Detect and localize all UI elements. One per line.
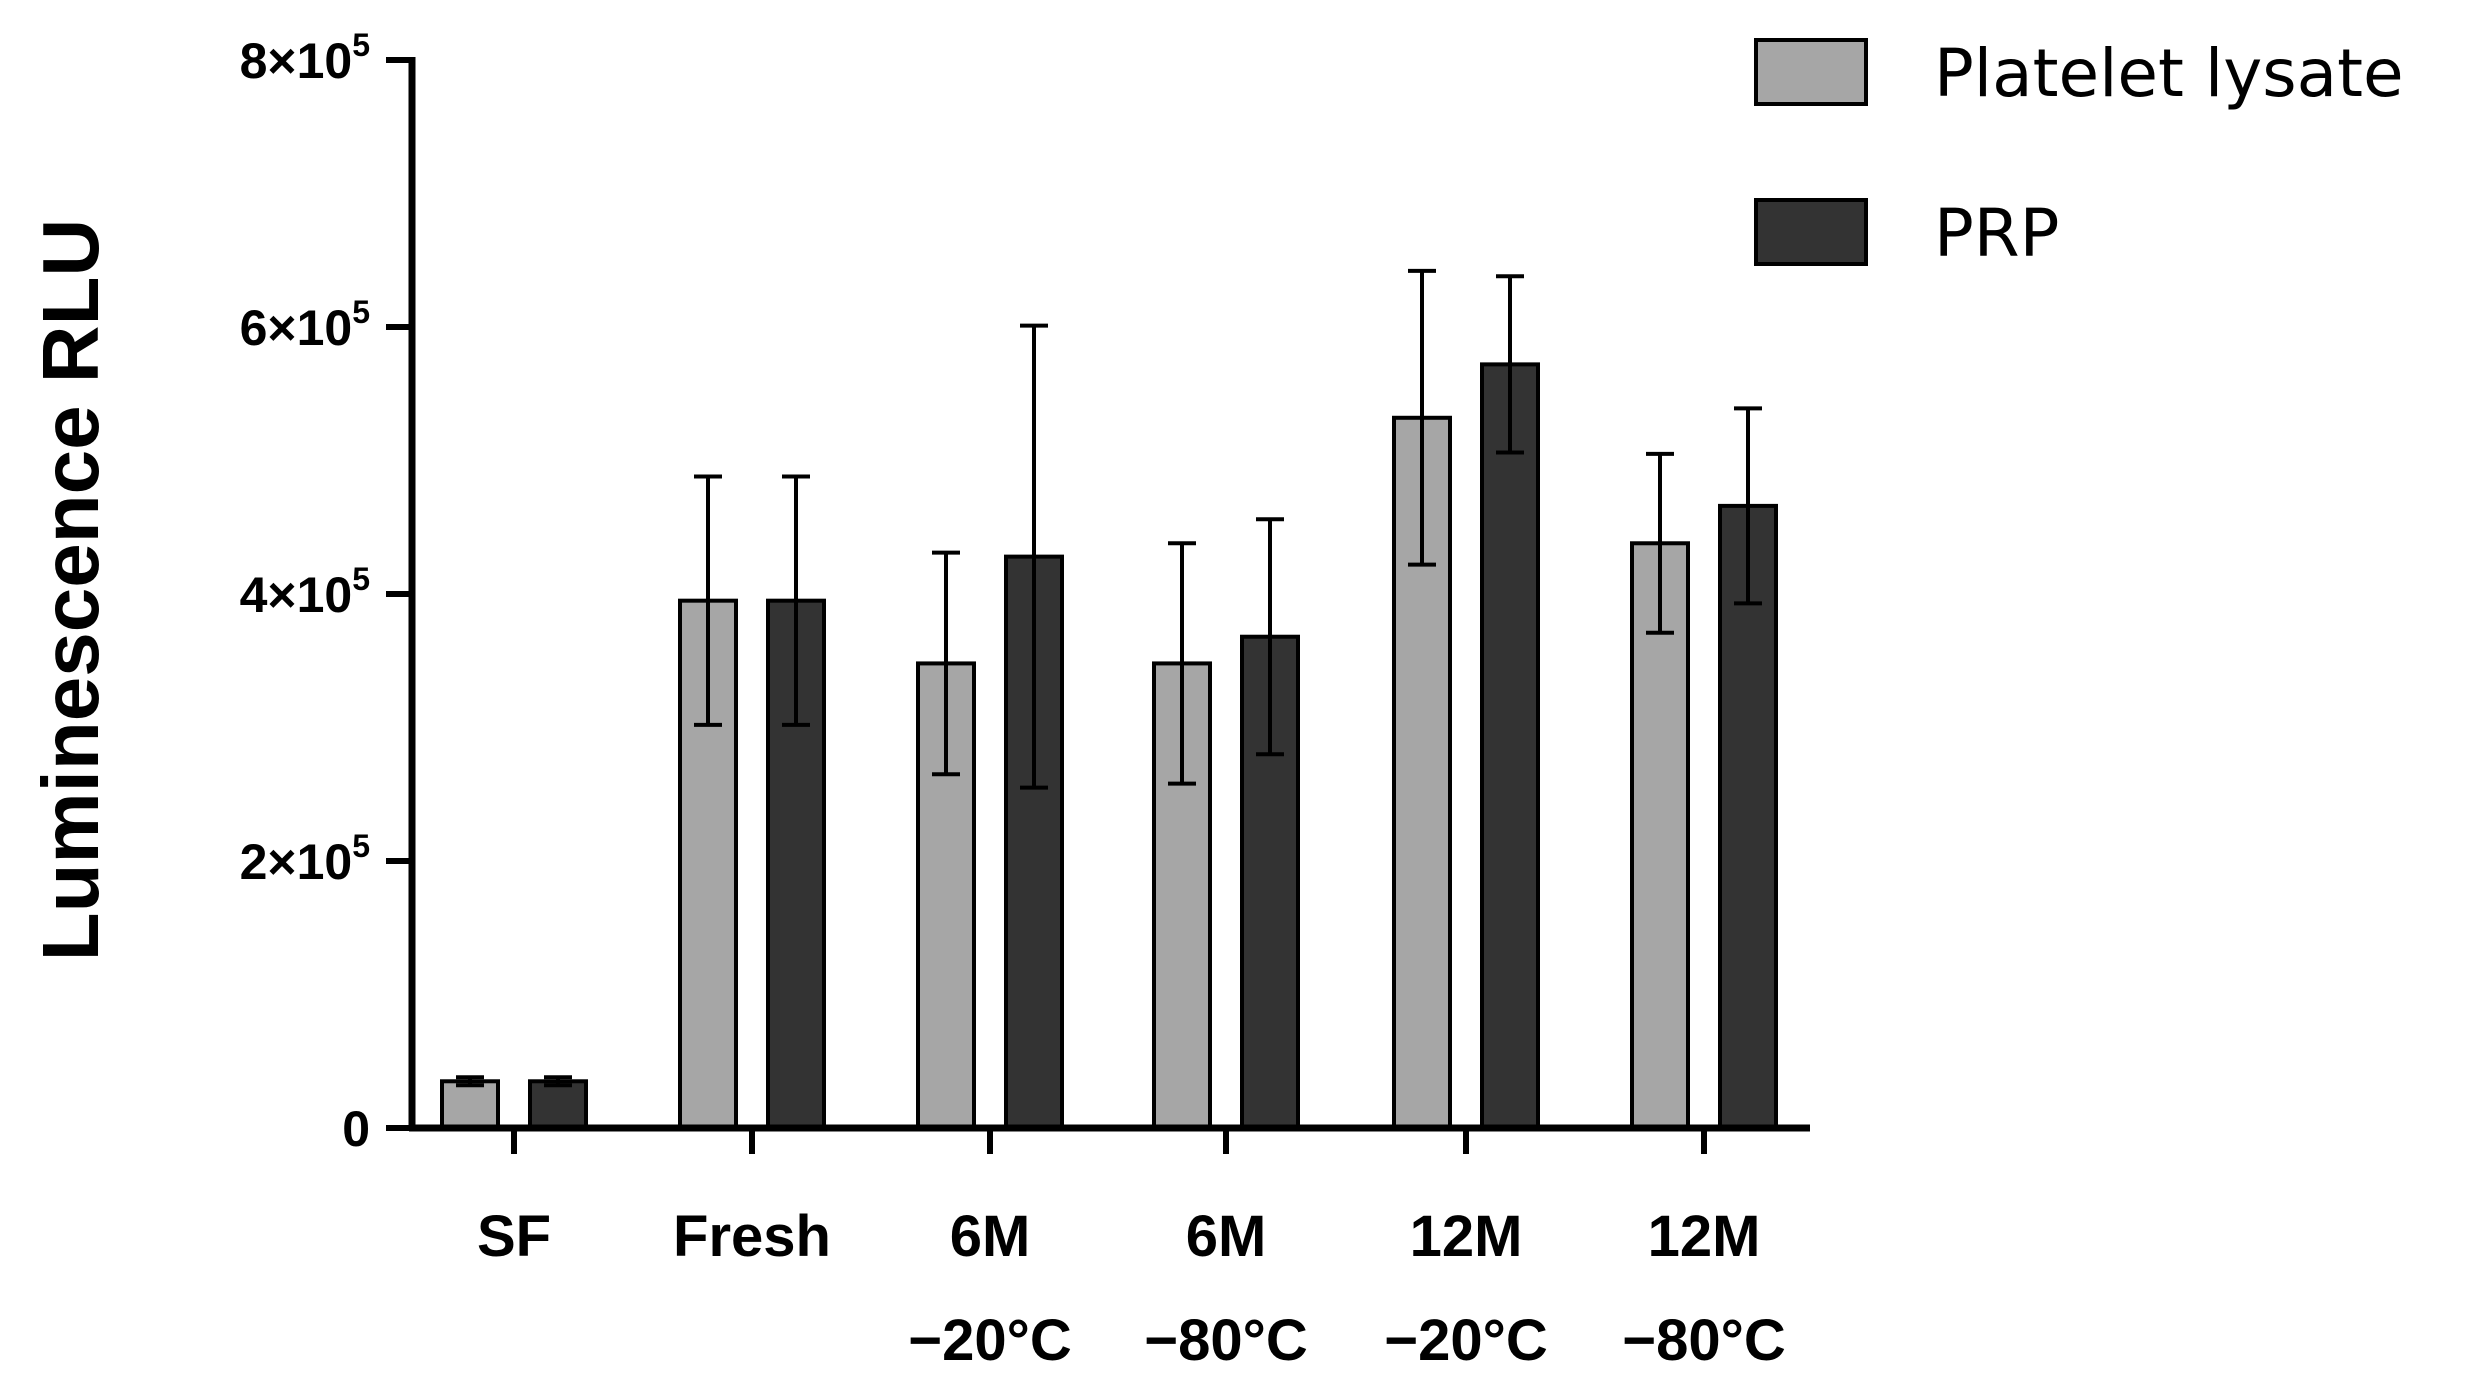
- legend-swatch: [1754, 38, 1868, 106]
- y-axis-title: Luminescence RLU: [26, 219, 115, 961]
- category-label: Fresh: [673, 1204, 831, 1269]
- y-tick-base: 4×10: [240, 567, 353, 623]
- y-tick-base: 8×10: [240, 33, 353, 89]
- category-label-sub: −20°C: [908, 1308, 1071, 1373]
- category-label: 6M: [1186, 1204, 1267, 1269]
- legend-swatch: [1754, 198, 1868, 266]
- y-tick-exponent: 5: [352, 828, 370, 864]
- category-label: 12M: [1410, 1204, 1523, 1269]
- y-tick-label: 8×105: [240, 27, 370, 89]
- y-tick-exponent: 5: [352, 294, 370, 330]
- category-label-sub: −80°C: [1622, 1308, 1785, 1373]
- y-tick-label: 6×105: [240, 294, 370, 356]
- y-tick-base: 0: [342, 1101, 370, 1157]
- y-tick-label: 2×105: [240, 828, 370, 890]
- y-tick-label: 0: [342, 1101, 370, 1157]
- bar-prp: [528, 1079, 588, 1131]
- bar-platelet-lysate: [440, 1079, 500, 1131]
- y-tick-exponent: 5: [352, 27, 370, 63]
- bar-prp: [1480, 362, 1540, 1130]
- category-label: SF: [477, 1204, 551, 1269]
- legend-label: PRP: [1934, 195, 2059, 272]
- legend-label: Platelet lysate: [1934, 35, 2404, 112]
- y-tick-base: 6×10: [240, 300, 353, 356]
- bar-prp: [1718, 503, 1778, 1130]
- y-tick-label: 4×105: [240, 561, 370, 623]
- category-label-sub: −20°C: [1384, 1308, 1547, 1373]
- category-label: 6M: [950, 1204, 1031, 1269]
- category-label: 12M: [1648, 1204, 1761, 1269]
- category-label-sub: −80°C: [1144, 1308, 1307, 1373]
- y-tick-base: 2×10: [240, 834, 353, 890]
- y-tick-exponent: 5: [352, 561, 370, 597]
